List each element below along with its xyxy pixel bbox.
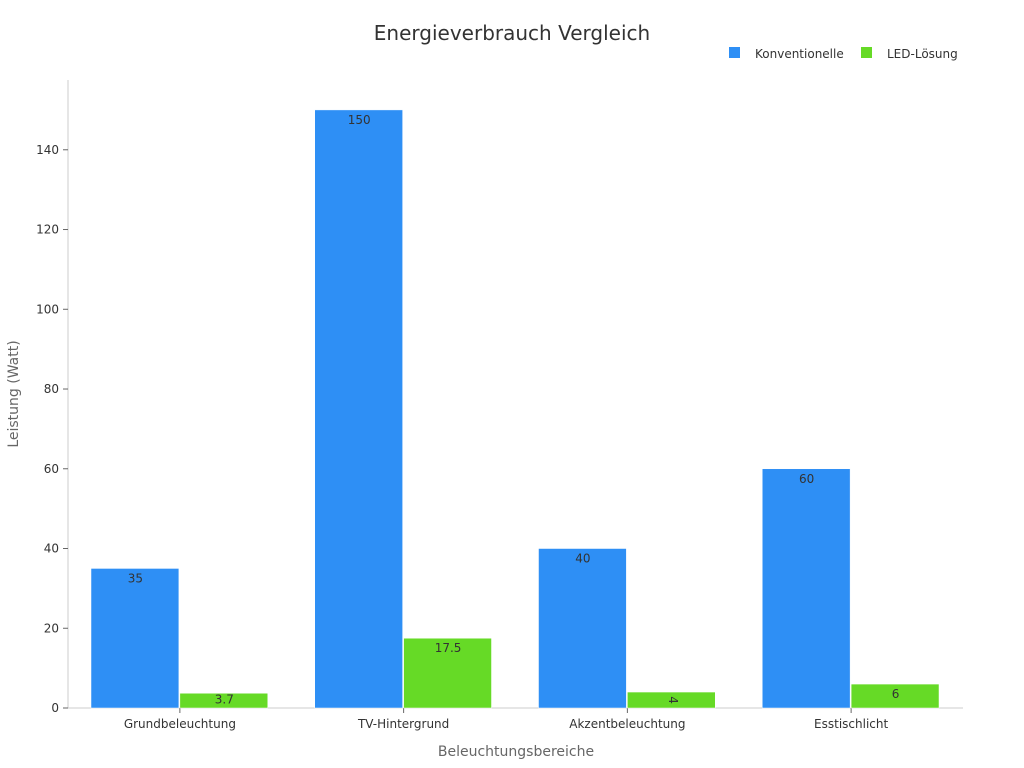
- y-axis-label: Leistung (Watt): [6, 340, 22, 447]
- bar-konventionelle: [90, 568, 180, 709]
- data-label: 6: [892, 687, 900, 701]
- data-label: 17.5: [435, 641, 462, 655]
- bar-led: [850, 683, 940, 709]
- data-label: 150: [348, 113, 371, 127]
- bar-konventionelle: [762, 468, 851, 709]
- x-axis-label: Beleuchtungsbereiche: [438, 744, 594, 760]
- legend-label-led: LED-Lösung: [887, 47, 958, 61]
- data-label: 40: [575, 552, 590, 566]
- y-tick-label: 0: [51, 701, 59, 715]
- bar-konventionelle: [538, 548, 627, 709]
- legend: Konventionelle LED-Lösung: [729, 47, 958, 61]
- legend-swatch-led: [861, 47, 872, 58]
- legend-swatch-konventionelle: [729, 47, 740, 58]
- bar-led: [627, 691, 716, 709]
- data-label: 35: [128, 571, 143, 585]
- legend-label-konventionelle: Konventionelle: [755, 47, 844, 61]
- x-tick-label: Grundbeleuchtung: [124, 717, 236, 731]
- data-label: 3.7: [215, 693, 234, 707]
- y-tick-label: 120: [36, 223, 59, 237]
- x-tick-label: TV-Hintergrund: [357, 717, 449, 731]
- y-tick-label: 100: [36, 302, 59, 316]
- y-tick-label: 80: [44, 382, 59, 396]
- data-label: 4: [666, 696, 680, 704]
- y-tick-label: 20: [44, 621, 59, 635]
- bar-led: [179, 692, 268, 709]
- y-tick-label: 60: [44, 462, 59, 476]
- bar-konventionelle: [314, 109, 403, 709]
- y-tick-label: 40: [44, 542, 59, 556]
- data-label: 60: [799, 472, 814, 486]
- bar-led: [403, 637, 492, 709]
- chart-title: Energieverbrauch Vergleich: [374, 21, 650, 45]
- x-tick-label: Akzentbeleuchtung: [569, 717, 685, 731]
- y-tick-label: 140: [36, 143, 59, 157]
- x-tick-label: Esstischlicht: [814, 717, 888, 731]
